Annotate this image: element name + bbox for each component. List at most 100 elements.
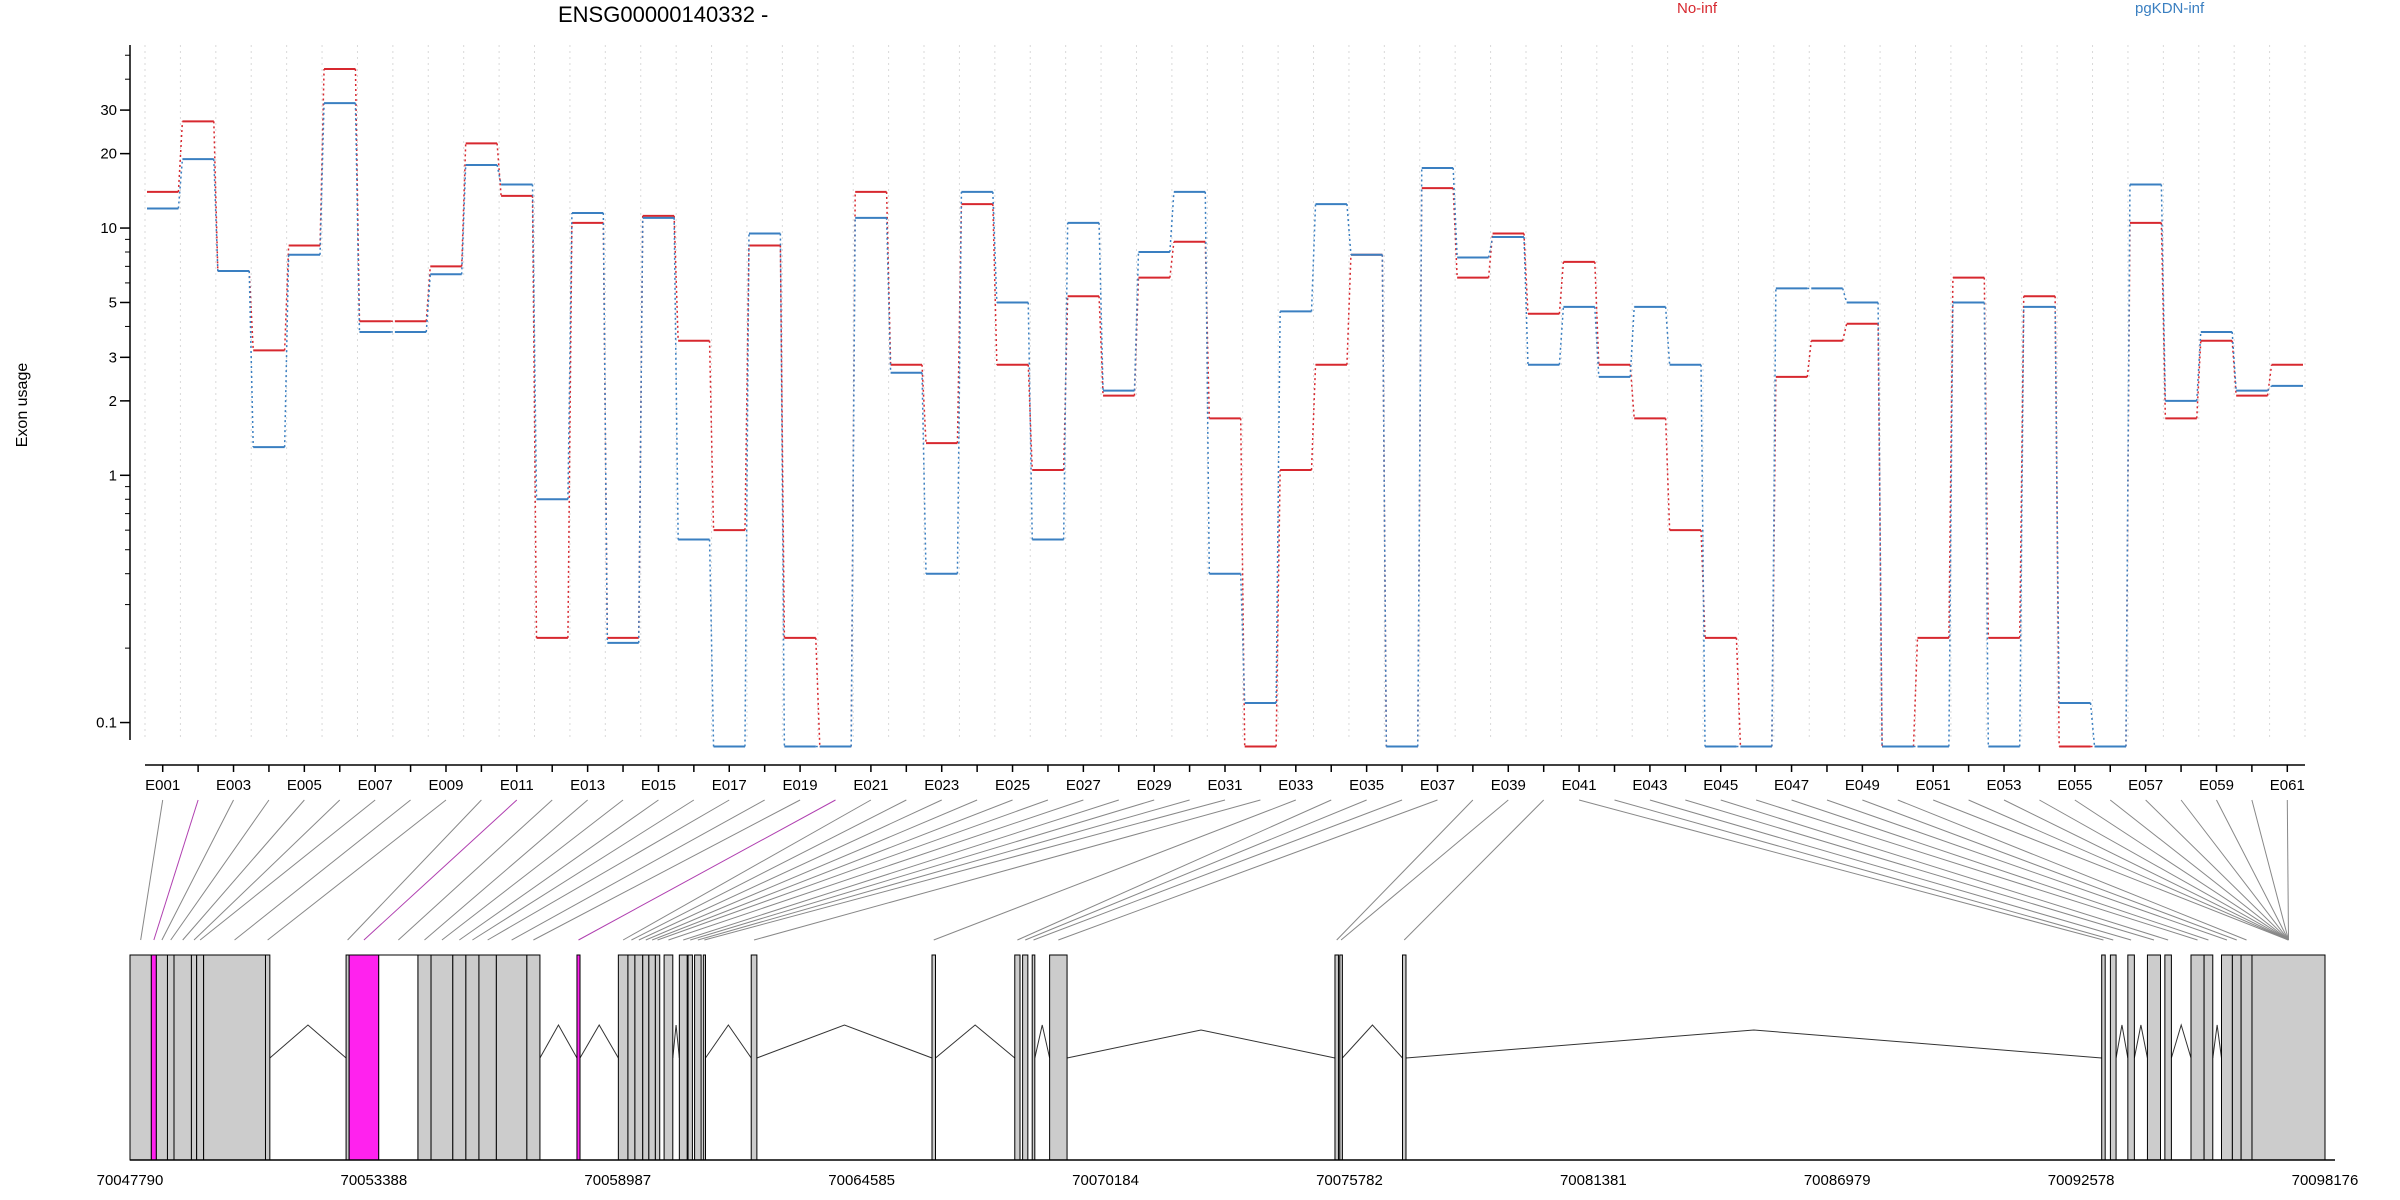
bin-connector-line <box>668 799 1084 941</box>
bin-connector-line <box>2286 799 2289 941</box>
series-1-step <box>1629 364 1635 419</box>
x-tick-label: E005 <box>287 777 322 794</box>
y-tick-label: 0.1 <box>96 715 117 732</box>
bin-connector-line <box>511 799 765 941</box>
x-tick-label: E045 <box>1703 777 1738 794</box>
series-1-step <box>1841 323 1848 341</box>
series-1-step <box>1735 637 1742 747</box>
y-tick-label: 1 <box>109 467 117 484</box>
series-2-step <box>1629 306 1635 377</box>
bin-connector-line <box>704 799 1226 941</box>
genomic-coordinate-label: 70081381 <box>1560 1172 1627 1189</box>
exon-bin <box>2146 954 2162 1161</box>
series-1-step <box>531 195 538 638</box>
series-1-step <box>1239 418 1246 747</box>
exon-bin <box>2109 954 2117 1161</box>
x-tick-label: E027 <box>1066 777 1101 794</box>
bin-connector-line <box>1403 799 1545 941</box>
series-1-step <box>921 364 927 444</box>
series-1-step <box>1806 340 1813 377</box>
bin-connector-line <box>1897 799 2247 941</box>
gene-model: 70047790 70053388 70058987 70064585 70070184… <box>97 954 2358 1189</box>
intron-line <box>2115 1024 2129 1059</box>
series-2-step <box>248 271 254 448</box>
series-2-step <box>2054 306 2060 703</box>
exon-bin <box>2231 954 2242 1161</box>
series-2-step <box>1877 302 1883 747</box>
series-2-step <box>2089 702 2096 747</box>
bin-connector-line <box>651 799 1013 941</box>
series-1-step <box>496 143 502 196</box>
series-2-step <box>2196 331 2202 401</box>
series-2-step <box>1275 311 1281 703</box>
x-tick-label: E061 <box>2270 777 2305 794</box>
bin-connector-line <box>1649 799 2132 941</box>
exon-bin <box>173 954 192 1161</box>
x-tick-label: E017 <box>712 777 747 794</box>
intron-line <box>705 1024 752 1059</box>
bin-connector-line <box>1033 799 1403 941</box>
genomic-coordinate-label: 70047790 <box>97 1172 164 1189</box>
bin-connector-line <box>1862 799 2237 941</box>
series-2-step <box>2018 306 2025 747</box>
bin-connector-line <box>459 799 659 941</box>
bin-connector-line <box>533 799 801 941</box>
exon-bin <box>654 954 661 1161</box>
bin-connector-line <box>657 799 1049 941</box>
bin-connector-line <box>153 799 199 941</box>
series-2-step <box>708 539 715 747</box>
x-tick-label: E037 <box>1420 777 1455 794</box>
series-1-step <box>1098 296 1104 396</box>
x-tick-label: E001 <box>145 777 180 794</box>
exon-bin <box>478 954 497 1161</box>
series-2-step <box>1983 302 1990 747</box>
genomic-coordinate-label: 70053388 <box>341 1172 408 1189</box>
series-1-step <box>460 143 467 267</box>
exon-bin <box>2127 954 2135 1161</box>
exon-bin <box>931 954 936 1161</box>
bin-connector-line <box>347 799 482 941</box>
bin-connector-line <box>1968 799 2289 941</box>
series-2-step <box>1487 236 1494 258</box>
series-2-step <box>1771 288 1777 747</box>
y-tick-label: 5 <box>109 294 117 311</box>
exon-bin <box>203 954 266 1161</box>
y-tick-label: 2 <box>109 393 117 410</box>
exon-bin <box>678 954 688 1161</box>
exon-bin <box>526 954 541 1161</box>
exon-bin <box>1049 954 1068 1161</box>
series-1-step <box>779 245 786 638</box>
x-tick-label: E039 <box>1491 777 1526 794</box>
series-2-step <box>2125 184 2131 747</box>
exon-bin <box>430 954 454 1161</box>
bin-connector-line <box>690 799 1155 941</box>
x-tick-label: E055 <box>2057 777 2092 794</box>
bin-connector-line <box>398 799 553 941</box>
grid-layer <box>144 45 2306 740</box>
x-tick-label: E007 <box>358 777 393 794</box>
series-2-step <box>779 233 786 747</box>
x-tick-label: E047 <box>1774 777 1809 794</box>
series-2-step <box>885 217 892 373</box>
bin-connector-line <box>363 799 518 941</box>
intron-line <box>1405 1029 2102 1059</box>
exon-bin <box>1014 954 1021 1161</box>
bin-connector-line <box>441 799 624 941</box>
series-2-step <box>1523 236 1529 365</box>
series-1-step <box>2054 296 2060 747</box>
exon-bin <box>378 954 419 1161</box>
bin-connector-line <box>933 799 1297 941</box>
series-1-step <box>744 245 750 531</box>
series-1-step <box>1594 261 1600 365</box>
legend-entry-pgkdn-inf: pgKDN-inf <box>2135 0 2205 17</box>
exon-bin-highlight <box>150 954 157 1161</box>
x-tick-label: E025 <box>995 777 1030 794</box>
series-1-step <box>1523 233 1529 314</box>
bin-connector-line <box>645 799 978 941</box>
series-2-step <box>354 103 361 332</box>
exon-bin <box>495 954 528 1161</box>
genomic-coordinate-label: 70075782 <box>1316 1172 1383 1189</box>
series-2-step <box>1204 191 1211 574</box>
bin-connector-line <box>622 799 872 941</box>
series-2-step <box>921 372 927 574</box>
